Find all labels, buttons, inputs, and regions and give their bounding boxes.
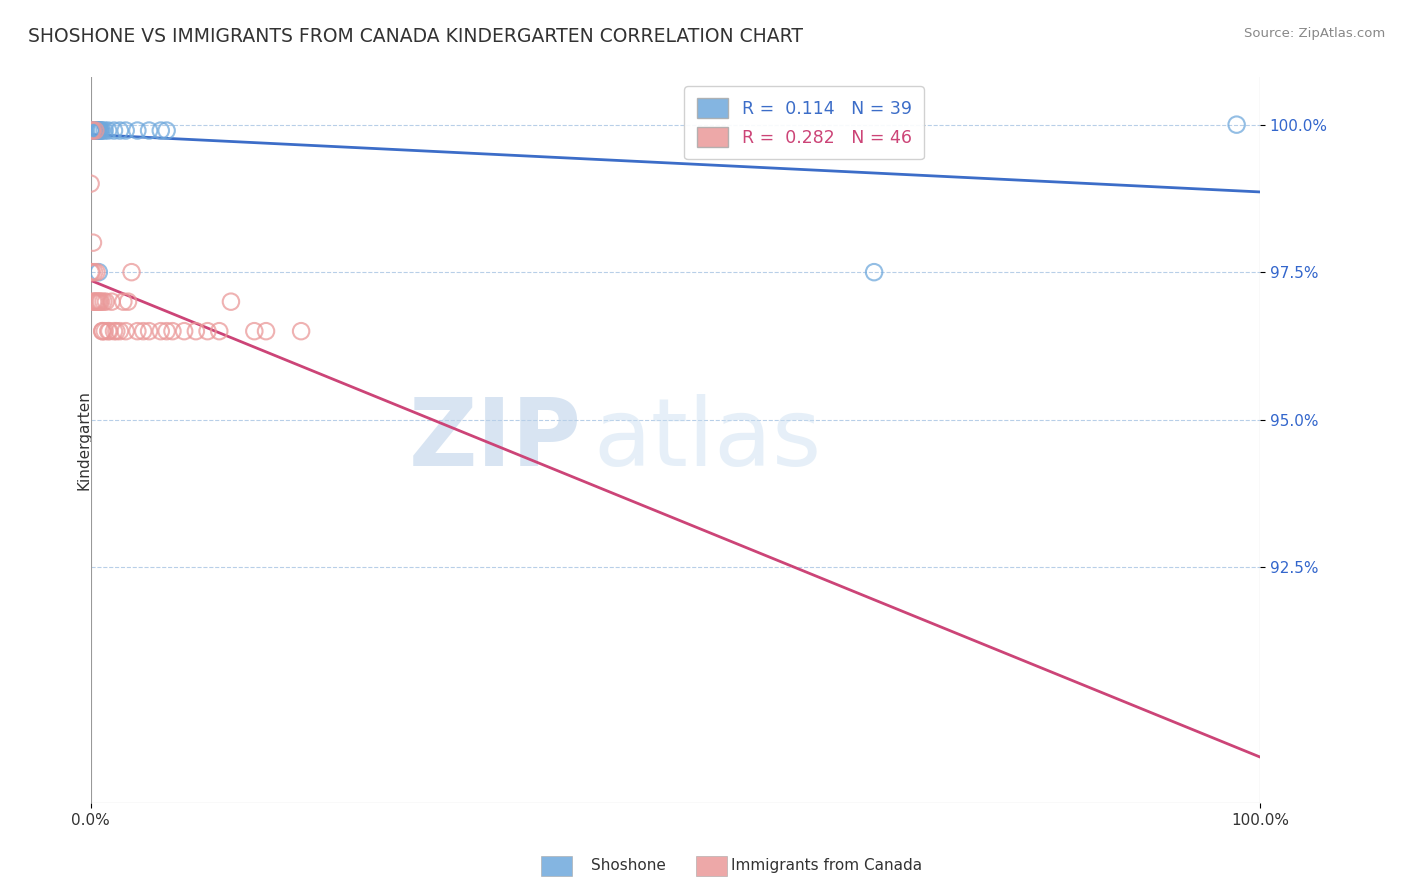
Point [219, 294, 242, 309]
Text: ZIP: ZIP [409, 394, 582, 486]
Point [87, 265, 110, 279]
Point [173, 324, 195, 338]
Point [80, 123, 103, 137]
Text: SHOSHONE VS IMMIGRANTS FROM CANADA KINDERGARTEN CORRELATION CHART: SHOSHONE VS IMMIGRANTS FROM CANADA KINDE… [28, 27, 803, 45]
Point [82, 123, 104, 137]
Point [83, 123, 105, 137]
Point [108, 324, 131, 338]
Point [80, 123, 103, 137]
Point [243, 324, 266, 338]
Point [86, 294, 108, 309]
Text: Source: ZipAtlas.com: Source: ZipAtlas.com [1244, 27, 1385, 40]
Point [84, 294, 107, 309]
Point [86, 123, 108, 137]
Point [86, 123, 108, 137]
Point [97, 324, 120, 338]
Point [91, 324, 114, 338]
Point [103, 324, 125, 338]
Point [197, 324, 219, 338]
Point [80, 123, 103, 137]
Point [156, 324, 179, 338]
Point [86, 123, 108, 137]
Point [87, 123, 110, 137]
Point [90, 123, 112, 137]
Point [89, 294, 111, 309]
Point [86, 265, 108, 279]
Point [90, 294, 112, 309]
Point [91, 324, 114, 338]
Text: Immigrants from Canada: Immigrants from Canada [731, 858, 922, 872]
Point [97, 123, 120, 137]
Point [127, 123, 149, 137]
Point [1226, 118, 1249, 132]
Point [80, 265, 103, 279]
Point [103, 123, 125, 137]
Point [83, 123, 105, 137]
Y-axis label: Kindergarten: Kindergarten [76, 391, 91, 491]
Point [208, 324, 231, 338]
Point [100, 294, 122, 309]
Point [82, 235, 104, 250]
Point [93, 294, 115, 309]
Point [86, 294, 108, 309]
Point [83, 123, 105, 137]
Point [82, 123, 104, 137]
Point [82, 123, 104, 137]
Point [93, 324, 115, 338]
Point [162, 324, 184, 338]
Point [138, 123, 160, 137]
Point [79, 123, 101, 137]
Point [87, 294, 110, 309]
Point [82, 123, 104, 137]
Point [84, 123, 107, 137]
Legend: R =  0.114   N = 39, R =  0.282   N = 46: R = 0.114 N = 39, R = 0.282 N = 46 [685, 87, 924, 159]
Point [105, 324, 128, 338]
Point [89, 123, 111, 137]
Point [149, 123, 172, 137]
Point [93, 123, 115, 137]
Point [80, 123, 103, 137]
Point [79, 177, 101, 191]
Point [83, 294, 105, 309]
Point [290, 324, 312, 338]
Point [83, 265, 105, 279]
Text: Shoshone: Shoshone [591, 858, 665, 872]
Point [149, 324, 172, 338]
Point [84, 123, 107, 137]
Point [82, 294, 104, 309]
Point [86, 123, 108, 137]
Point [156, 123, 179, 137]
Point [114, 123, 136, 137]
Point [79, 123, 101, 137]
Point [254, 324, 277, 338]
Point [863, 265, 886, 279]
Point [121, 265, 143, 279]
Point [84, 123, 107, 137]
Point [117, 294, 139, 309]
Point [138, 324, 160, 338]
Point [98, 324, 121, 338]
Point [79, 265, 101, 279]
Point [84, 123, 107, 137]
Point [127, 324, 149, 338]
Point [112, 294, 135, 309]
Point [114, 324, 136, 338]
Point [91, 123, 114, 137]
Point [82, 123, 104, 137]
Point [108, 123, 131, 137]
Point [80, 123, 103, 137]
Point [132, 324, 155, 338]
Point [89, 123, 111, 137]
Point [184, 324, 207, 338]
Point [94, 294, 117, 309]
Point [83, 123, 105, 137]
Text: atlas: atlas [593, 394, 821, 486]
Point [86, 123, 108, 137]
